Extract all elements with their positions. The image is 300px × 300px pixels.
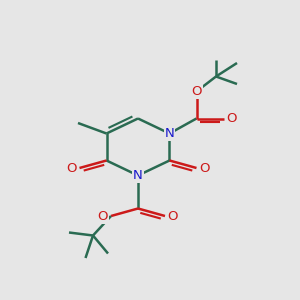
Text: N: N: [165, 127, 174, 140]
Text: O: O: [226, 112, 237, 125]
Text: O: O: [168, 209, 178, 223]
Text: O: O: [191, 85, 202, 98]
Text: N: N: [133, 169, 143, 182]
Text: O: O: [66, 161, 76, 175]
Text: O: O: [200, 161, 210, 175]
Text: O: O: [97, 209, 108, 223]
